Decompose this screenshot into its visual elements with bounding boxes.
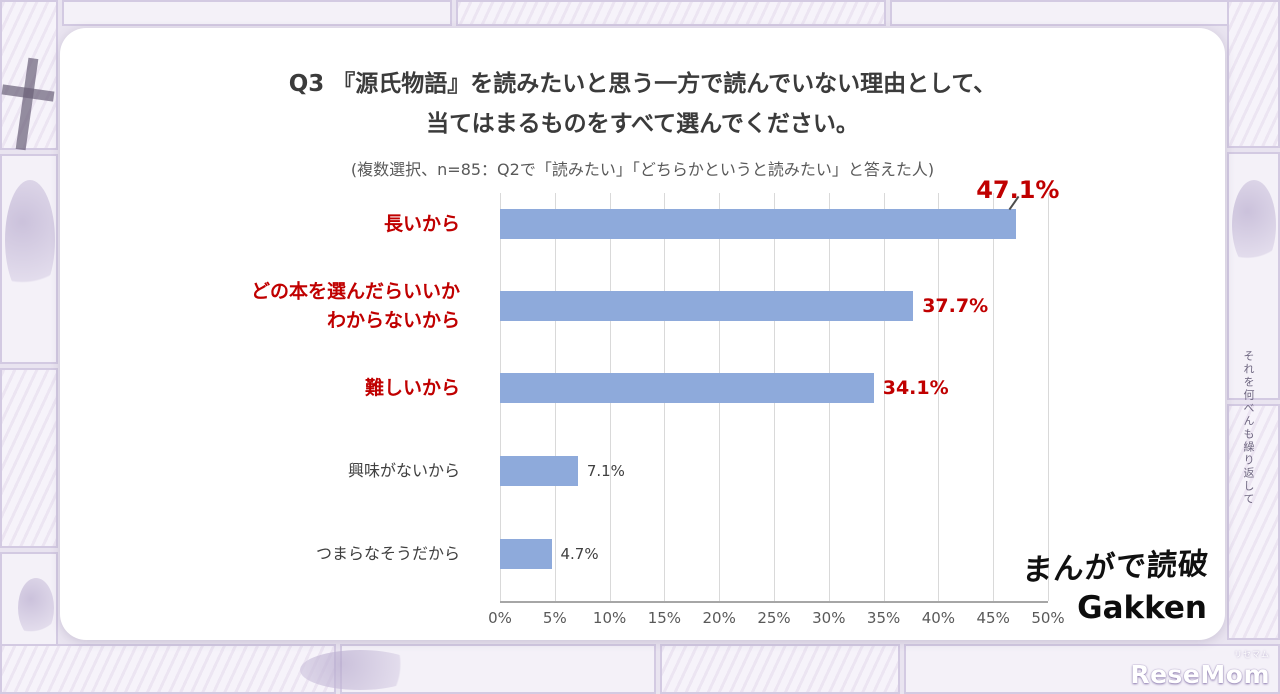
value-label: 37.7% <box>922 295 989 317</box>
value-label: 34.1% <box>882 377 949 399</box>
x-tick-label: 25% <box>757 609 791 627</box>
category-labels: 長いからどの本を選んだらいいか わからないから難しいから興味がないからつまらなそ… <box>60 193 480 603</box>
manga-panel <box>456 0 886 26</box>
chart-title-line1: Q3 『源氏物語』を読みたいと思う一方で読んでいない理由として、 <box>288 71 997 97</box>
x-tick-label: 20% <box>702 609 736 627</box>
manga-art-blob <box>1232 180 1276 270</box>
category-label: つまらなそうだから <box>315 544 460 563</box>
manga-panel <box>904 644 1280 694</box>
manga-art-blob <box>300 650 420 690</box>
gakken-logo: Gakken <box>1077 590 1207 626</box>
gridline <box>883 193 885 601</box>
category-label: 難しいから <box>364 376 460 399</box>
resemom-watermark-small: リセマム <box>1234 650 1270 659</box>
value-label: 4.7% <box>560 545 599 563</box>
x-tick-label: 0% <box>488 609 512 627</box>
manga-panel <box>660 644 900 694</box>
gridline <box>1048 193 1049 601</box>
survey-chart-card: Q3 『源氏物語』を読みたいと思う一方で読んでいない理由として、 当てはまるもの… <box>60 28 1225 640</box>
manga-panel <box>1227 152 1280 400</box>
x-tick-label: 35% <box>866 609 901 627</box>
bar <box>500 373 874 403</box>
manga-panel <box>62 0 452 26</box>
x-tick-label: 15% <box>647 609 682 627</box>
x-tick-label: 5% <box>542 609 567 627</box>
value-label: 47.1% <box>976 176 1060 204</box>
x-axis-ticks: 0% 5% 10% 15% 20% 25% 30% 35% 40% 45% 50% <box>488 609 1065 635</box>
x-tick-label: 30% <box>812 609 846 627</box>
manga-panel <box>0 644 336 694</box>
manga-art-blob <box>18 578 54 638</box>
bar <box>500 456 578 486</box>
background-vertical-text: それを何べんも繰り返して <box>1242 350 1255 506</box>
chart-title-line2: 当てはまるものをすべて選んでください。 <box>426 111 859 137</box>
plot-area: 47.1% 37.7% 34.1% 7.1% 4.7% <box>500 176 1059 603</box>
bar <box>500 539 552 569</box>
x-tick-label: 40% <box>921 609 956 627</box>
manga-panel <box>890 0 1280 26</box>
manga-panel <box>0 368 58 548</box>
category-label: どの本を選んだらいいか わからないから <box>250 280 460 332</box>
bar <box>500 209 1017 239</box>
x-tick-label: 50% <box>1031 609 1065 627</box>
manga-de-dokuha-logo: まんがで読破 <box>1021 546 1211 589</box>
manga-panel <box>1227 404 1280 640</box>
x-tick-label: 10% <box>592 609 627 627</box>
manga-art-blob <box>5 180 55 300</box>
value-label: 7.1% <box>586 462 625 480</box>
gridline <box>993 193 995 601</box>
bar <box>500 291 914 321</box>
manga-panel <box>1227 0 1280 148</box>
chart-title: Q3 『源氏物語』を読みたいと思う一方で読んでいない理由として、 当てはまるもの… <box>60 64 1225 144</box>
gridline <box>938 193 940 601</box>
resemom-watermark: リセマム ReseMom <box>1130 649 1270 689</box>
category-label: 長いから <box>383 212 460 235</box>
chart-subtitle: (複数選択、n=85：Q2で「読みたい」「どちらかというと読みたい」と答えた人) <box>350 160 935 179</box>
resemom-watermark-text: ReseMom <box>1130 660 1270 689</box>
category-label: 興味がないから <box>347 461 460 480</box>
x-tick-label: 45% <box>976 609 1010 627</box>
